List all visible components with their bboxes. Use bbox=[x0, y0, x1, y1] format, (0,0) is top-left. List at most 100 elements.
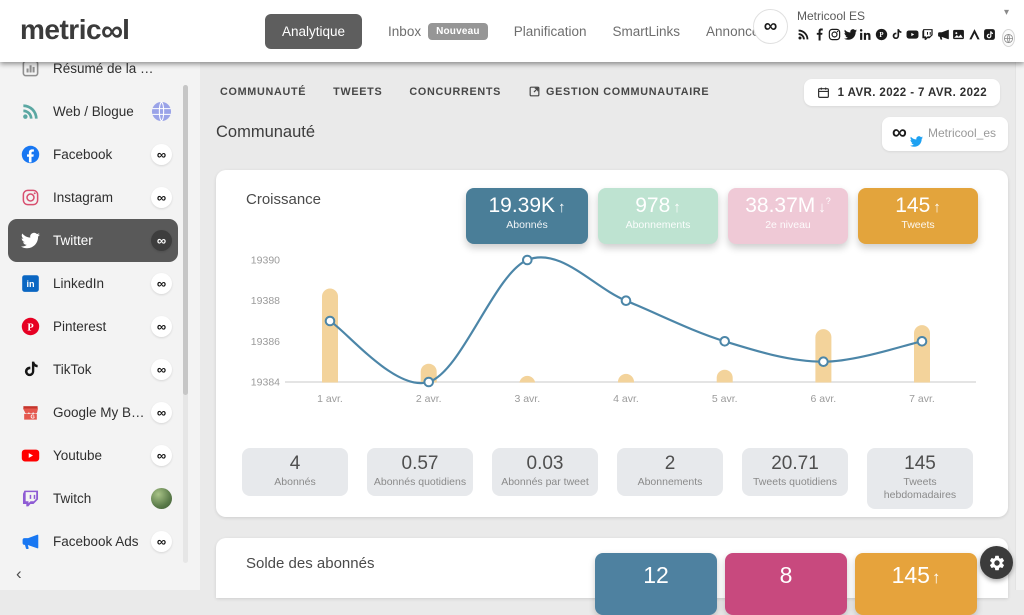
linkedin-icon[interactable] bbox=[859, 28, 872, 41]
sidebar-item-pinterest[interactable]: P Pinterest ∞ bbox=[8, 305, 178, 348]
date-range-picker[interactable]: 1 AVR. 2022 - 7 AVR. 2022 bbox=[803, 79, 1000, 106]
twitter-icon[interactable] bbox=[843, 28, 857, 41]
logo-text-post: l bbox=[122, 14, 130, 45]
growth-title: Croissance bbox=[246, 191, 322, 208]
svg-text:19388: 19388 bbox=[251, 295, 280, 307]
gear-icon bbox=[988, 554, 1006, 572]
kpi-value: 145 bbox=[895, 194, 931, 217]
linkedin-icon: in bbox=[21, 274, 40, 293]
svg-text:G: G bbox=[31, 415, 35, 421]
nav-item-label: Annonces bbox=[706, 23, 767, 39]
metricool-infinity-badge: ∞ bbox=[151, 230, 172, 251]
page-scrollbar[interactable] bbox=[1015, 62, 1024, 590]
main-content: COMMUNAUTÉ TWEETS CONCURRENTS GESTION COMMU… bbox=[200, 62, 1024, 615]
nav-item-label: SmartLinks bbox=[612, 23, 681, 39]
sidebar-item-facebook-ads[interactable]: Facebook Ads ∞ bbox=[8, 520, 178, 563]
sidebar-item-youtube[interactable]: Youtube ∞ bbox=[8, 434, 178, 477]
sidebar-item-twitch[interactable]: Twitch bbox=[8, 477, 178, 520]
nav-item-analytique[interactable]: Analytique bbox=[265, 13, 363, 49]
kpi-card-abonnements: 978 ↑ Abonnements bbox=[598, 188, 718, 244]
balance-title: Solde des abonnés bbox=[246, 555, 375, 572]
svg-text:1 avr.: 1 avr. bbox=[317, 393, 343, 405]
twitch-icon[interactable] bbox=[921, 28, 934, 41]
instagram-icon bbox=[21, 188, 40, 207]
nav-item-inbox[interactable]: Inbox Nouveau bbox=[388, 22, 488, 40]
kpi-value-line: 38.37M ↓? bbox=[728, 194, 848, 218]
growth-kpi-row: 19.39K ↑ Abonnés 978 ↑ Abonnements 38.37M ↓? 2e … bbox=[466, 188, 978, 244]
facebook-icon[interactable] bbox=[813, 28, 826, 41]
sidebar-item-instagram[interactable]: Instagram ∞ bbox=[8, 176, 178, 219]
analytics-tabs: COMMUNAUTÉ TWEETS CONCURRENTS GESTION COMMU… bbox=[220, 85, 709, 98]
metricool-logo[interactable]: metric∞l bbox=[20, 13, 130, 49]
svg-text:3 avr.: 3 avr. bbox=[514, 393, 540, 405]
tab-label: GESTION COMMUNAUTAIRE bbox=[546, 85, 710, 98]
tab-gestion-communautaire[interactable]: GESTION COMMUNAUTAIRE bbox=[528, 85, 709, 98]
stat-value: 20.71 bbox=[771, 453, 819, 474]
stat-card-abonn-s: 4 Abonnés bbox=[242, 448, 348, 497]
tab-label: TWEETS bbox=[333, 85, 383, 98]
kpi-label: Tweets bbox=[901, 219, 935, 231]
stat-value: 0.57 bbox=[401, 453, 439, 474]
fbads-icon bbox=[21, 532, 40, 551]
rss-icon[interactable] bbox=[797, 28, 810, 41]
twitter-account-chip[interactable]: ∞ Metricool_es bbox=[881, 117, 1008, 151]
sidebar-item-r-sum-de-la[interactable]: Résumé de la … bbox=[8, 62, 178, 90]
growth-card: Croissance 19.39K ↑ Abonnés 978 ↑ Abonnements… bbox=[216, 170, 1008, 517]
chevron-down-icon[interactable]: ▾ bbox=[1003, 7, 1009, 18]
google-my-business-icon[interactable] bbox=[952, 28, 965, 41]
sidebar-item-tiktok[interactable]: TikTok ∞ bbox=[8, 348, 178, 391]
sidebar-item-label: Facebook bbox=[53, 147, 113, 162]
sidebar-scrollbar[interactable] bbox=[183, 85, 188, 563]
tiktok-ads-icon[interactable] bbox=[983, 28, 996, 41]
infinity-icon: ∞ bbox=[763, 15, 778, 37]
arrow-up-icon: ↑ bbox=[931, 568, 941, 587]
nav-item-smartlinks[interactable]: SmartLinks bbox=[613, 24, 681, 39]
language-globe-button[interactable] bbox=[1001, 29, 1015, 47]
stat-card-abonn-s-par-tweet: 0.03 Abonnés par tweet bbox=[492, 448, 598, 497]
help-question-mark[interactable]: ? bbox=[825, 196, 831, 206]
gmb-icon: G bbox=[21, 403, 40, 422]
account-switcher[interactable]: ∞ Metricool ES ▾ P bbox=[753, 7, 1015, 47]
svg-text:4 avr.: 4 avr. bbox=[613, 393, 639, 405]
tab-concurrents[interactable]: CONCURRENTS bbox=[409, 86, 501, 98]
account-chip-label: Metricool_es bbox=[927, 126, 996, 140]
ads-megaphone-icon[interactable] bbox=[937, 28, 950, 41]
stat-label: Abonnés quotidiens bbox=[373, 476, 467, 488]
instagram-icon[interactable] bbox=[828, 28, 841, 41]
svg-text:7 avr.: 7 avr. bbox=[909, 393, 935, 405]
sidebar-item-linkedin[interactable]: in LinkedIn ∞ bbox=[8, 262, 178, 305]
pinterest-icon[interactable]: P bbox=[875, 28, 888, 41]
sidebar-item-web-blogue[interactable]: Web / Blogue bbox=[8, 90, 178, 133]
kpi-label: 2e niveau bbox=[765, 219, 811, 231]
tiktok-icon bbox=[21, 360, 40, 379]
sidebar-item-label: Youtube bbox=[53, 448, 103, 463]
svg-text:19384: 19384 bbox=[251, 377, 280, 389]
youtube-icon[interactable] bbox=[906, 28, 919, 41]
kpi-value: 38.37M bbox=[745, 194, 816, 217]
kpi-value-line: 978 ↑ bbox=[598, 194, 718, 218]
stat-value: 2 bbox=[664, 453, 676, 474]
tiktok-icon[interactable] bbox=[890, 28, 903, 41]
tab-communaut[interactable]: COMMUNAUTÉ bbox=[220, 86, 306, 98]
google-ads-icon[interactable] bbox=[968, 28, 981, 41]
nouveau-badge: Nouveau bbox=[428, 22, 488, 40]
sidebar-list: Résumé de la … Web / Blogue Facebook ∞ Insta… bbox=[0, 62, 200, 563]
sidebar-item-facebook[interactable]: Facebook ∞ bbox=[8, 133, 178, 176]
infinity-icon: ∞ bbox=[101, 13, 123, 48]
sidebar-scrollbar-thumb[interactable] bbox=[183, 85, 188, 395]
tab-tweets[interactable]: TWEETS bbox=[333, 86, 382, 98]
sidebar-item-label: Résumé de la … bbox=[53, 62, 154, 76]
arrow-down-icon: ↓ bbox=[818, 199, 826, 216]
sidebar-item-google-my-busi[interactable]: G Google My Busi… ∞ bbox=[8, 391, 178, 434]
settings-fab[interactable] bbox=[980, 546, 1013, 579]
stat-label: Abonnés par tweet bbox=[501, 476, 589, 488]
nav-item-annonces[interactable]: Annonces bbox=[706, 24, 766, 39]
sidebar-item-twitter[interactable]: Twitter ∞ bbox=[8, 219, 178, 262]
balance-kpi-0: 12 bbox=[595, 553, 717, 615]
sidebar-collapse-button[interactable]: ‹ bbox=[16, 564, 22, 583]
metricool-infinity-badge: ∞ bbox=[151, 187, 172, 208]
svg-text:19390: 19390 bbox=[251, 255, 280, 267]
stat-value: 145 bbox=[904, 453, 936, 474]
account-avatar[interactable]: ∞ bbox=[753, 9, 788, 44]
nav-item-planification[interactable]: Planification bbox=[514, 24, 587, 39]
